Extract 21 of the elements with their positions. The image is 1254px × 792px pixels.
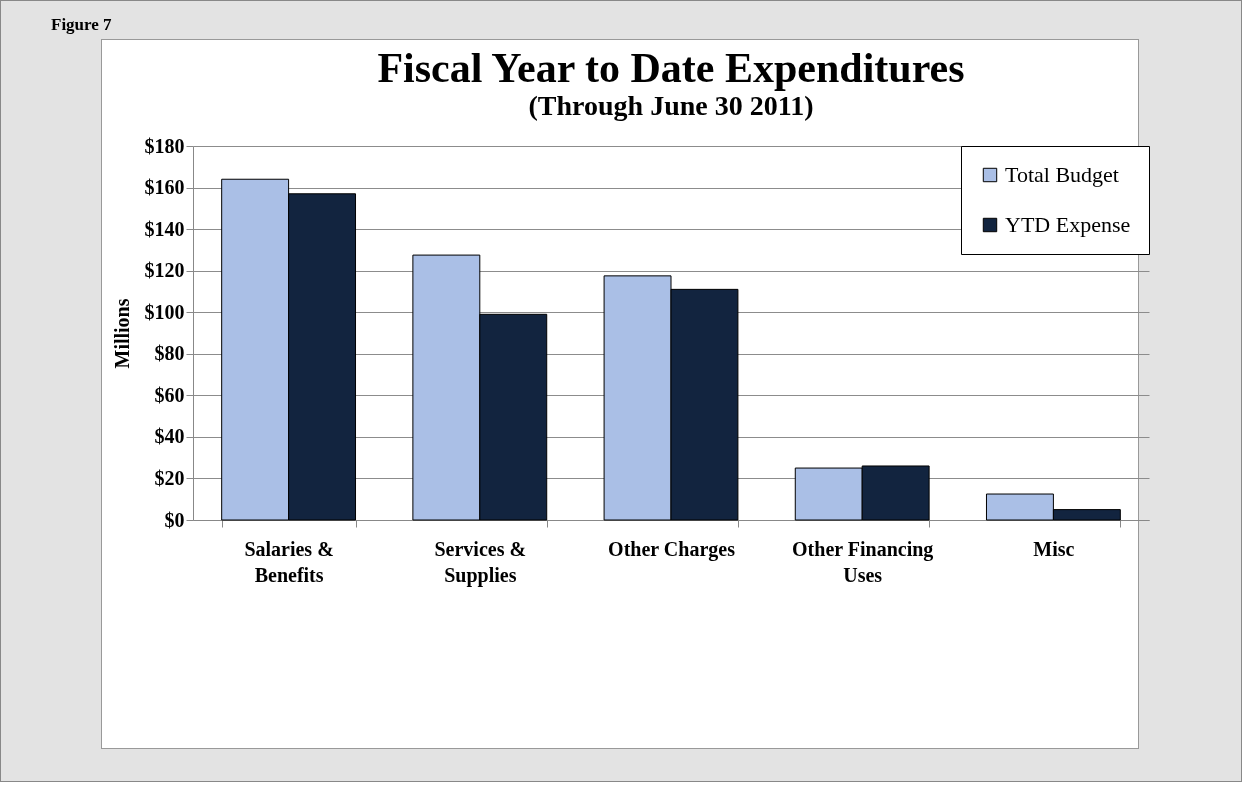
- y-tick-label: $20: [154, 466, 185, 489]
- x-tick-label: Other Charges: [608, 537, 736, 561]
- chart-title: Fiscal Year to Date Expenditures: [377, 45, 965, 91]
- y-tick-label: $80: [154, 342, 185, 365]
- x-tick-label: Other Financing Uses: [792, 537, 934, 586]
- x-tick-label: Services & Supplies: [434, 537, 527, 587]
- x-tick-label: Salaries & Benefits: [244, 537, 334, 586]
- chart-subtitle: (Through June 30 2011): [528, 90, 814, 121]
- y-tick-label: $180: [144, 134, 185, 157]
- legend-label: Total Budget: [1005, 162, 1119, 187]
- y-tick-label: $60: [154, 383, 185, 406]
- y-tick-label: $100: [144, 300, 185, 323]
- y-tick-label: $40: [154, 425, 185, 448]
- y-axis-title: Millions: [110, 298, 133, 369]
- x-tick-label: Misc: [1033, 537, 1075, 560]
- legend-label: YTD Expense: [1005, 212, 1131, 237]
- y-tick-label: $160: [144, 176, 185, 199]
- y-tick-label: $0: [164, 508, 185, 531]
- caption: Figure 7: [51, 15, 112, 35]
- y-tick-label: $140: [144, 217, 185, 240]
- y-tick-label: $120: [144, 259, 185, 282]
